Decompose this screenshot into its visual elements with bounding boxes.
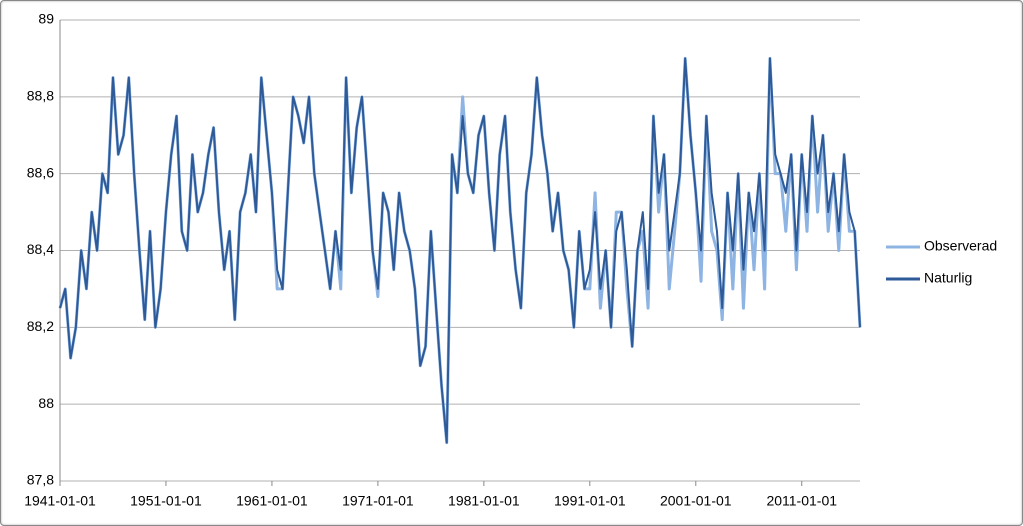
y-tick-label: 88,2: [27, 318, 54, 334]
series-line: [59, 57, 861, 444]
x-tick-label: 2011-01-01: [766, 493, 837, 509]
x-tick-label: 1981-01-01: [448, 493, 520, 509]
legend-label: Observerad: [924, 238, 997, 254]
legend-label: Naturlig: [924, 270, 972, 286]
x-tick-label: 1971-01-01: [342, 493, 414, 509]
x-tick-label: 2001-01-01: [660, 493, 732, 509]
y-tick-label: 89: [38, 11, 54, 27]
y-tick-label: 87,8: [27, 472, 54, 488]
x-tick-label: 1991-01-01: [554, 493, 626, 509]
y-tick-label: 88,6: [27, 164, 54, 180]
x-tick-label: 1941-01-01: [24, 493, 96, 509]
y-tick-label: 88,4: [27, 241, 54, 257]
x-tick-label: 1961-01-01: [236, 493, 308, 509]
x-tick-label: 1951-01-01: [130, 493, 202, 509]
y-tick-label: 88: [38, 395, 54, 411]
y-tick-label: 88,8: [27, 88, 54, 104]
